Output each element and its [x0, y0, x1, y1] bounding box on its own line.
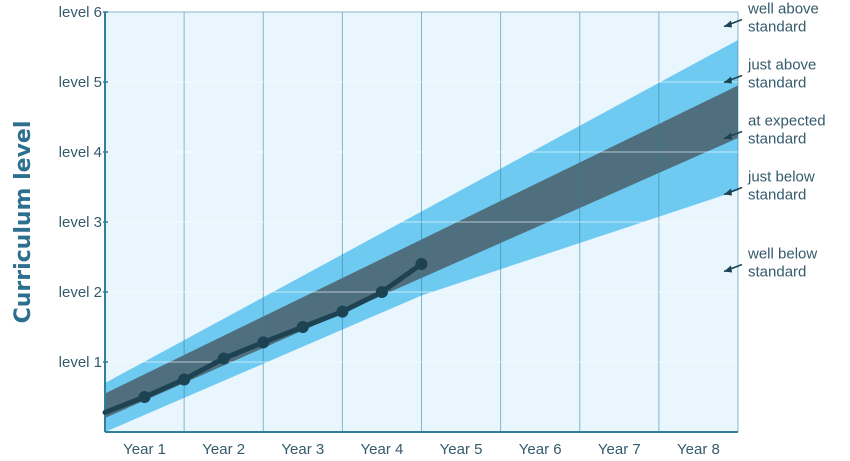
series-point — [138, 391, 151, 403]
series-point — [178, 373, 191, 386]
x-tick-label: Year 5 — [440, 441, 483, 458]
x-tick-label: Year 3 — [281, 441, 324, 458]
y-tick-label: level 6 — [59, 4, 102, 21]
annotation-arrowhead — [724, 20, 732, 28]
progress-series — [102, 258, 428, 415]
x-tick-label: Year 2 — [202, 441, 245, 458]
y-axis-label: Curriculum level — [11, 121, 36, 324]
x-tick-label: Year 4 — [361, 441, 404, 458]
series-point — [375, 286, 388, 298]
y-tick-label: level 1 — [59, 354, 102, 371]
annotation-arrowhead — [724, 265, 732, 273]
series-point — [217, 352, 230, 365]
band-label: at expected standard — [748, 113, 826, 148]
y-tick-label: level 4 — [59, 144, 102, 161]
x-tick-label: Year 7 — [598, 441, 641, 458]
annotation-arrowhead — [724, 76, 732, 84]
y-tick-labels: level 1 level 2 level 3 level 4 level 5 level… — [59, 4, 108, 371]
band-label: well below standard — [747, 246, 817, 281]
annotation-arrowhead — [724, 188, 732, 196]
y-tick-label: level 2 — [59, 284, 102, 301]
band-label: well above standard — [747, 1, 819, 36]
x-tick-label: Year 6 — [519, 441, 562, 458]
band-label: just above standard — [747, 57, 816, 92]
x-tick-label: Year 1 — [123, 441, 166, 458]
annotation-arrowhead — [724, 132, 732, 140]
y-tick-label: level 3 — [59, 214, 102, 231]
y-tick-label: level 5 — [59, 74, 102, 91]
series-point — [257, 336, 270, 349]
x-tick-labels: Year 1 Year 2 Year 3 Year 4 Year 5 Year 6 Year… — [123, 441, 720, 458]
series-point — [296, 321, 309, 333]
x-tick-label: Year 8 — [677, 441, 720, 458]
band-annotations: well above standard just above standard at e… — [723, 1, 826, 281]
band-label: just below standard — [747, 169, 815, 204]
series-point — [415, 258, 428, 270]
series-point — [336, 305, 349, 318]
